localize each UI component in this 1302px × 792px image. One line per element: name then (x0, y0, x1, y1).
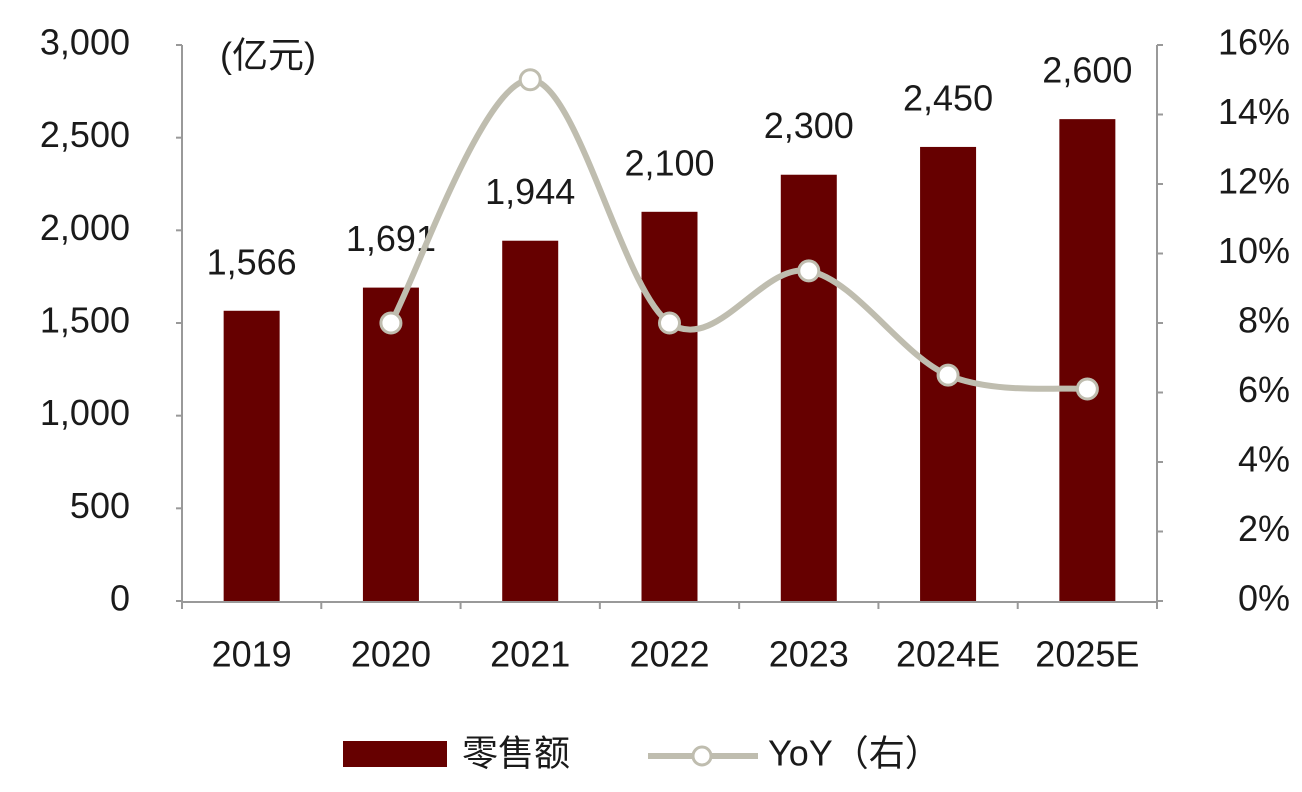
x-tick-label: 2020 (351, 634, 431, 675)
x-tick-label: 2019 (212, 634, 292, 675)
x-tick-label: 2022 (629, 634, 709, 675)
line-marker (518, 68, 542, 92)
line-marker (379, 311, 403, 335)
x-tick-label: 2025E (1035, 634, 1139, 675)
data-label: 2,300 (764, 105, 854, 146)
bar (641, 211, 698, 602)
bar (502, 240, 559, 601)
y2-tick-label: 12% (1218, 161, 1290, 202)
y2-tick-label: 2% (1238, 508, 1290, 549)
bar (362, 287, 419, 601)
y2-tick-label: 4% (1238, 439, 1290, 480)
line-marker (1075, 377, 1099, 401)
y-tick-label: 3,000 (40, 22, 130, 63)
legend-label: 零售额 (462, 733, 570, 774)
x-tick-label: 2024E (896, 634, 1000, 675)
y-tick-label: 500 (70, 485, 130, 526)
line-series (388, 76, 1088, 393)
unit-annotation: (亿元) (220, 35, 316, 76)
bar (223, 310, 280, 601)
line-marker (797, 259, 821, 283)
y-tick-label: 1,000 (40, 392, 130, 433)
data-label: 2,600 (1042, 50, 1132, 91)
y2-tick-label: 14% (1218, 91, 1290, 132)
y2-tick-label: 8% (1238, 300, 1290, 341)
y-tick-label: 0 (110, 578, 130, 619)
bar (1059, 119, 1116, 601)
legend-swatch-marker (691, 745, 713, 767)
y-tick-label: 2,000 (40, 207, 130, 248)
x-tick-label: 2023 (769, 634, 849, 675)
y2-tick-label: 0% (1238, 578, 1290, 619)
line-marker (936, 363, 960, 387)
legend-label: YoY（右） (768, 733, 941, 774)
y2-tick-label: 6% (1238, 369, 1290, 410)
x-tick-label: 2021 (490, 634, 570, 675)
data-label: 2,450 (903, 77, 993, 118)
line-marker (658, 311, 681, 335)
bar (780, 174, 837, 601)
y-tick-label: 2,500 (40, 114, 130, 155)
legend-swatch-bar (343, 741, 447, 767)
data-label: 1,566 (207, 241, 297, 282)
y-tick-label: 1,500 (40, 300, 130, 341)
y2-tick-label: 16% (1218, 22, 1290, 63)
data-label: 2,100 (624, 142, 714, 183)
data-label: 1,944 (485, 171, 575, 212)
y2-tick-label: 10% (1218, 230, 1290, 271)
